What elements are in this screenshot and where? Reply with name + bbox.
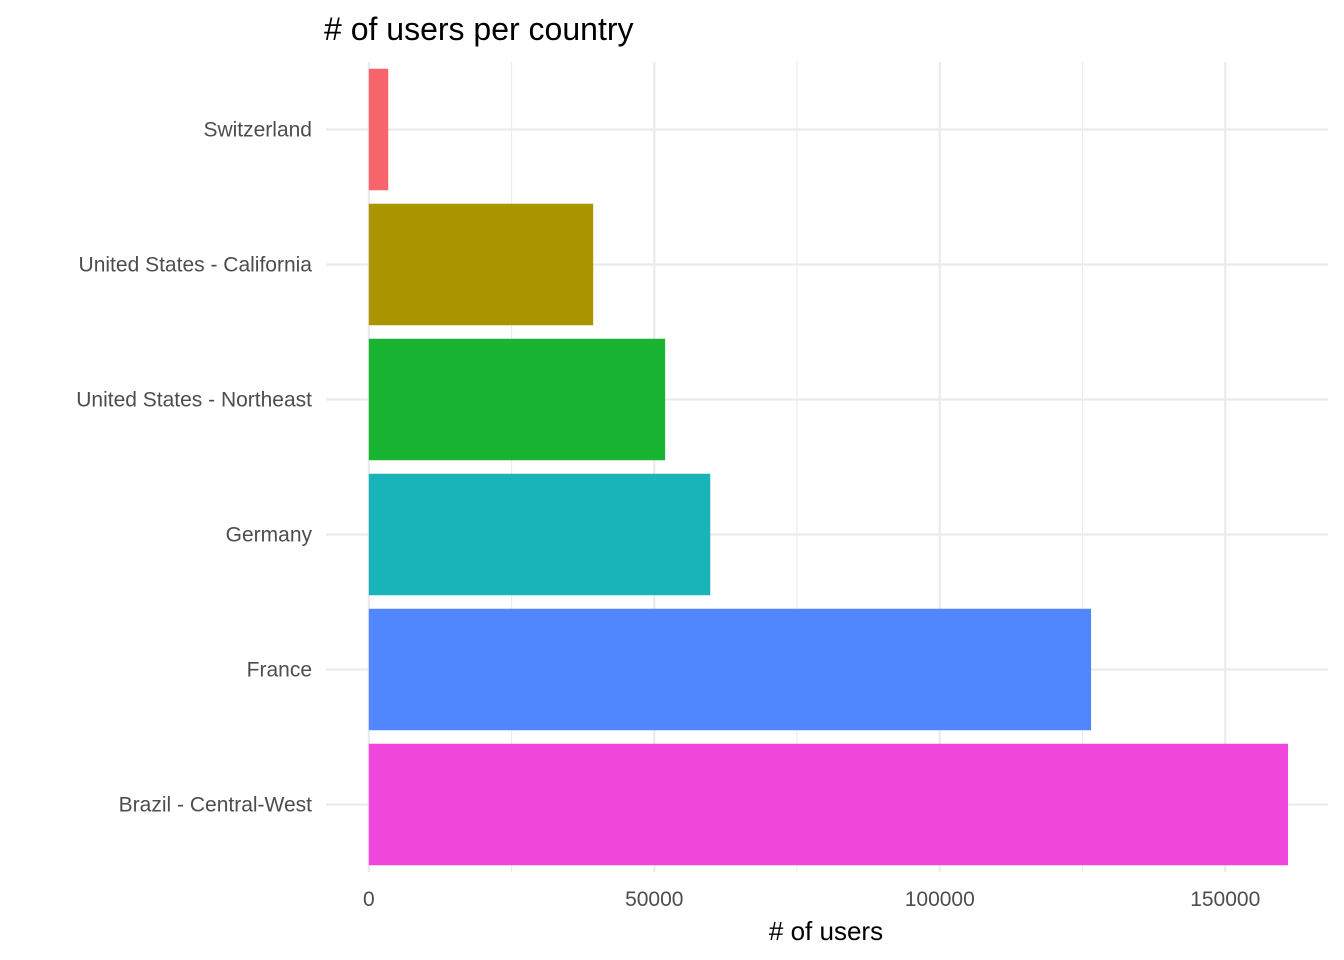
x-tick-label: 100000: [905, 888, 975, 911]
x-tick-label: 0: [363, 888, 375, 911]
y-tick-label: Germany: [226, 524, 313, 547]
y-tick-label: France: [247, 659, 312, 682]
x-tick-label: 150000: [1190, 888, 1260, 911]
bars: [368, 68, 1289, 866]
y-tick-label: Brazil - Central-West: [119, 794, 312, 817]
y-tick-label: United States - California: [79, 254, 313, 277]
x-tick-label: 50000: [625, 888, 683, 911]
bar-france: [368, 608, 1092, 731]
y-tick-label: Switzerland: [203, 119, 312, 142]
y-tick-label: United States - Northeast: [76, 389, 312, 412]
bar-brazil-central-west: [368, 743, 1289, 866]
y-axis-tick-labels: Brazil - Central-West France Germany United…: [76, 119, 312, 817]
bar-united-states-northeast: [368, 338, 666, 461]
x-axis-label: # of users: [769, 916, 883, 946]
bar-germany: [368, 473, 711, 596]
bar-united-states-california: [368, 203, 594, 326]
x-axis-tick-labels: 0 50000 100000 150000: [363, 888, 1260, 911]
chart-title: # of users per country: [324, 11, 633, 47]
bar-switzerland: [368, 68, 389, 191]
